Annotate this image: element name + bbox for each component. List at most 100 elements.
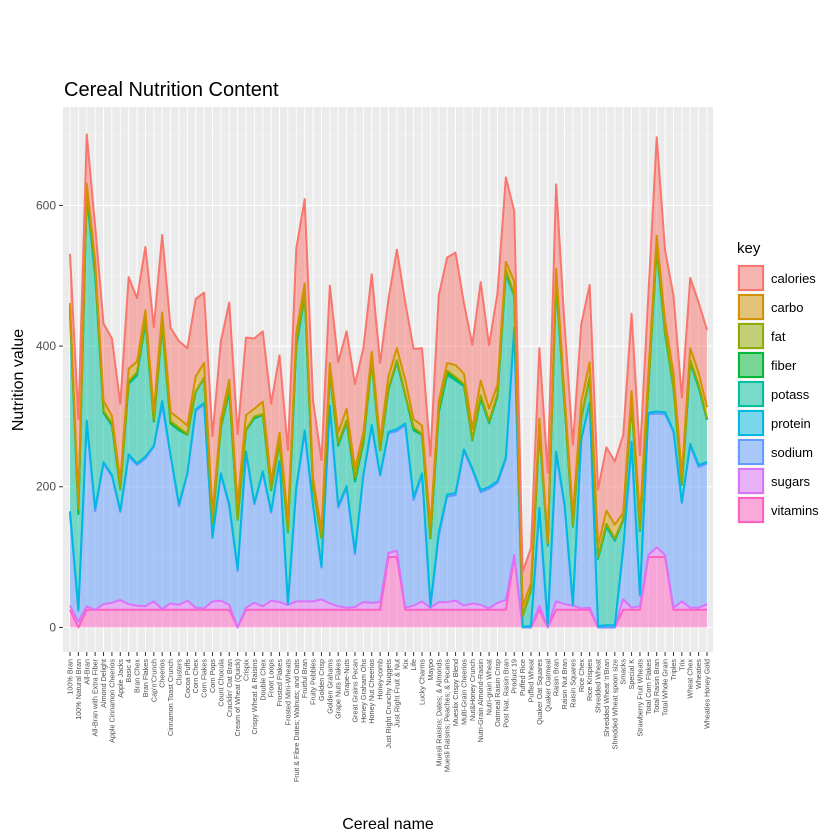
x-tick-label: Special K: [627, 659, 636, 690]
x-tick-label: Total Raisin Bran: [652, 659, 661, 713]
legend-key-fiber: [738, 352, 764, 378]
x-tick-label: Frosted Flakes: [275, 659, 284, 707]
x-tick-label: Clusters: [174, 659, 183, 686]
x-tick-label: Crispy Wheat & Raisins: [250, 659, 259, 735]
area-sodium: [70, 329, 707, 628]
x-tick-label: Basic 4: [124, 659, 133, 683]
x-tick-label: Mueslix Crispy Blend: [451, 659, 460, 726]
area-calories: [70, 134, 707, 607]
x-tick-label: Shredded Wheat: [594, 659, 603, 713]
x-tick-label: Cinnamon Toast Crunch: [166, 659, 175, 736]
line-calories: [69, 133, 708, 573]
areas: [69, 133, 708, 629]
legend-label: fiber: [771, 358, 797, 373]
x-tick-label: Wheat Chex: [686, 659, 695, 699]
x-tick-label: All-Bran with Extra Fiber: [91, 658, 100, 736]
x-tick-label: Nut&Honey Crunch: [468, 659, 477, 721]
legend-key-sugars: [738, 468, 764, 494]
x-tick-label: Raisin Bran: [552, 659, 561, 696]
x-tick-label: Rice Chex: [577, 659, 586, 693]
x-tick-label: Smacks: [619, 659, 628, 685]
x-tick-label: Multi-Grain Cheerios: [459, 659, 468, 725]
x-tick-label: Cap'n'Crunch: [149, 659, 158, 702]
legend-label: vitamins: [771, 503, 819, 518]
x-tick-label: Honey Graham Ohs: [359, 659, 368, 723]
x-axis-title: Cereal name: [342, 816, 434, 833]
x-tick-label: Grape-Nuts: [342, 659, 351, 697]
x-tick-label: Honey-comb: [376, 659, 385, 700]
legend-key-potass: [738, 381, 764, 407]
x-tick-label: Corn Flakes: [200, 659, 209, 698]
x-tick-label: Lucky Charms: [418, 659, 427, 705]
x-tick-label: Rice Krispies: [585, 659, 594, 701]
legend-label: sodium: [771, 445, 813, 460]
x-tick-label: Triples: [669, 659, 678, 681]
x-tick-label: All-Bran: [82, 659, 91, 685]
x-tick-label: Crispix: [242, 659, 251, 681]
y-axis: 0 200 400 600: [36, 198, 63, 634]
x-tick-label: 100% Natural Bran: [74, 659, 83, 720]
legend-label: potass: [771, 387, 810, 402]
x-tick-label: Double Chex: [258, 659, 267, 701]
x-tick-label: Bran Flakes: [141, 659, 150, 698]
legend-key-vitamins: [738, 497, 764, 523]
legend-key-calories: [738, 265, 764, 291]
legend-label: calories: [771, 271, 816, 286]
x-tick-label: Life: [409, 659, 418, 671]
legend-title: key: [737, 240, 761, 257]
y-tick-label: 600: [36, 198, 56, 212]
x-tick-label: Honey Nut Cheerios: [367, 659, 376, 724]
y-axis-title: Nutrition value: [10, 329, 27, 431]
y-tick-label: 400: [36, 339, 56, 353]
x-tick-label: Muesli Raisins; Dates; & Almonds: [434, 659, 443, 767]
legend-label: fat: [771, 329, 786, 344]
legend-label: carbo: [771, 300, 804, 315]
x-tick-label: Golden Crisp: [317, 659, 326, 701]
x-tick-label: Puffed Wheat: [526, 659, 535, 702]
x-tick-label: Frosted Mini-Wheats: [283, 659, 292, 726]
legend: key calories carbo fat fiber potass protein so…: [737, 240, 819, 524]
line-fat: [69, 187, 708, 618]
x-tick-label: Corn Pops: [208, 659, 217, 693]
x-tick-label: Quaker Oatmeal: [543, 659, 552, 712]
x-tick-label: Total Whole Grain: [661, 659, 670, 716]
x-tick-label: Apple Cinnamon Cheerios: [107, 659, 116, 743]
x-tick-label: Raisin Nut Bran: [560, 659, 569, 709]
x-tick-label: Nutri-grain Wheat: [485, 659, 494, 715]
x-tick-label: Quaker Oat Squares: [535, 659, 544, 725]
y-tick-label: 200: [36, 480, 56, 494]
x-tick-label: Raisin Squares: [568, 659, 577, 708]
x-tick-label: Product 19: [510, 659, 519, 694]
x-tick-label: Puffed Rice: [518, 659, 527, 696]
x-tick-label: Great Grains Pecan: [350, 659, 359, 723]
x-tick-label: Fruit & Fibre Dates; Walnuts; and Oats: [292, 659, 301, 783]
chart-title: Cereal Nutrition Content: [64, 79, 279, 101]
legend-key-sodium: [738, 439, 764, 465]
legend-label: protein: [771, 416, 811, 431]
y-tick-label: 0: [49, 620, 56, 634]
x-tick-label: Just Right Crunchy Nuggets: [384, 659, 393, 749]
x-tick-label: Fruitful Bran: [300, 659, 309, 698]
x-tick-label: Just Right Fruit & Nut: [392, 659, 401, 727]
x-tick-label: Golden Grahams: [325, 659, 334, 714]
x-tick-label: Froot Loops: [267, 659, 276, 698]
x-tick-label: Count Chocula: [216, 659, 225, 707]
x-tick-label: Maypo: [426, 659, 435, 681]
x-tick-label: Fruity Pebbles: [309, 659, 318, 705]
legend-key-carbo: [738, 294, 764, 320]
x-tick-label: Wheaties Honey Gold: [703, 659, 712, 729]
legend-key-fat: [738, 323, 764, 349]
line-carbo: [69, 182, 708, 608]
x-tick-label: Oatmeal Raisin Crisp: [493, 659, 502, 727]
x-tick-label: Cocoa Puffs: [183, 659, 192, 698]
x-tick-label: Grape Nuts Flakes: [334, 659, 343, 719]
area-vitamins: [70, 557, 707, 628]
x-tick-label: 100% Bran: [66, 659, 75, 695]
legend-label: sugars: [771, 474, 811, 489]
x-tick-label: Shredded Wheat 'n'Bran: [602, 659, 611, 737]
x-tick-label: Total Corn Flakes: [644, 659, 653, 715]
x-tick-label: Muesli Raisins; Peaches; & Pecans: [443, 659, 452, 772]
x-tick-label: Kix: [401, 659, 410, 669]
legend-key-protein: [738, 410, 764, 436]
